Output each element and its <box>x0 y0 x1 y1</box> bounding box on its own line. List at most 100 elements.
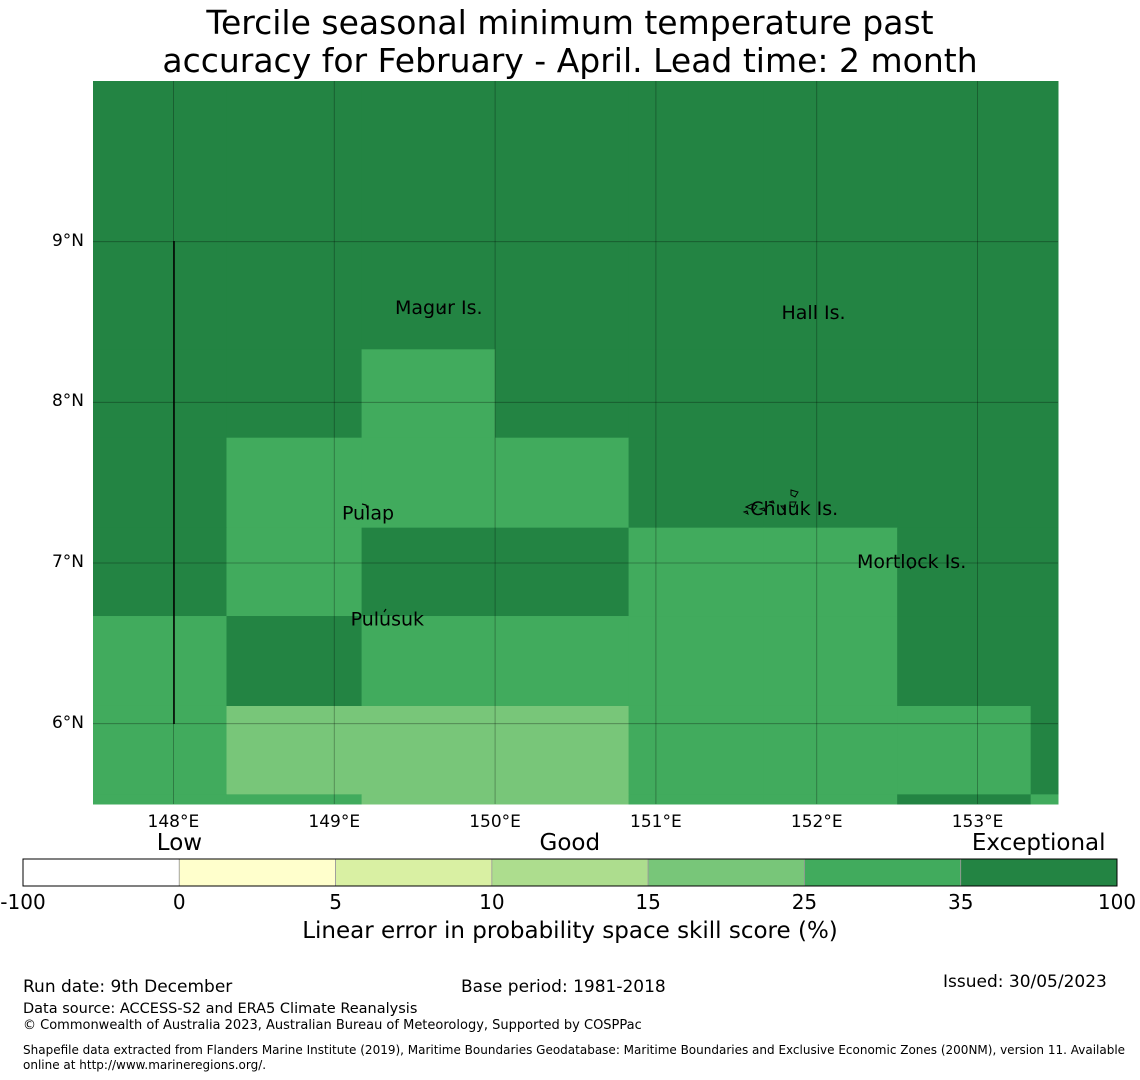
grid-cell-exceptional <box>763 437 898 529</box>
grid-cell-exceptional <box>226 349 363 439</box>
grid-cell-exceptional <box>93 437 227 529</box>
grid-cell-exceptional <box>628 81 765 350</box>
longitude-tick-label: 151°E <box>630 812 682 832</box>
chuuk-lagoon-outline <box>742 489 799 515</box>
grid-cell-exceptional <box>361 527 496 617</box>
grid-cell-exceptional <box>1030 437 1059 529</box>
colorbar-segment <box>491 858 649 887</box>
latitude-tick-label: 7°N <box>51 552 84 572</box>
grid-cell-exceptional <box>495 81 630 350</box>
grid-cell-exceptional <box>495 349 630 439</box>
category-label: Low <box>156 830 203 856</box>
grid-cell-very-good <box>93 705 227 795</box>
grid-cell-exceptional <box>628 437 765 529</box>
colorbar-segment <box>804 858 962 887</box>
place-label: Mortlock Is. <box>857 551 966 573</box>
colorbar-segment <box>335 858 493 887</box>
colorbar-segment <box>960 858 1118 887</box>
pulap-island-outline <box>361 503 368 509</box>
pulusuk-island-outline <box>383 608 387 613</box>
grid-cell-exceptional <box>897 794 1032 805</box>
grid-cell-exceptional <box>93 349 227 439</box>
colorbar-tick-label: 10 <box>479 890 505 914</box>
longitude-tick-label: 148°E <box>147 812 200 832</box>
grid-cell-exceptional <box>897 437 1032 529</box>
colorbar-segment <box>178 858 336 887</box>
grid-cell-very-good <box>897 705 1032 795</box>
place-label: Magur Is. <box>395 297 483 319</box>
colorbar <box>22 858 1118 887</box>
run-date: Run date: 9th December <box>23 977 233 997</box>
latitude-tick-label: 8°N <box>51 391 84 412</box>
grid-cell-exceptional <box>897 349 1032 439</box>
category-label: Exceptional <box>971 830 1106 856</box>
grid-cell-very-good <box>763 616 898 707</box>
grid-cell-exceptional <box>93 527 227 617</box>
title-line-1: Tercile seasonal minimum temperature pas… <box>206 3 934 42</box>
grid-cell-exceptional <box>1030 527 1059 617</box>
grid-cell-good <box>495 705 630 795</box>
skill-map: Magur Is. Hall Is. Pulap Chuuk Is. Mortlock … <box>93 81 1059 805</box>
base-period: Base period: 1981-2018 <box>461 977 666 997</box>
place-label: Chuuk Is. <box>750 498 838 520</box>
colorbar-tick-label: -100 <box>0 890 46 914</box>
grid-cell-very-good <box>93 616 227 707</box>
grid-cell-exceptional <box>226 81 363 350</box>
grid-cell-exceptional <box>763 81 898 350</box>
grid-cell-exceptional <box>897 616 1032 707</box>
colorbar-tick-label: 5 <box>329 890 342 914</box>
place-label: Pulusuk <box>351 609 424 631</box>
skill-grid <box>93 81 1059 805</box>
longitude-tick-label: 153°E <box>951 812 1004 832</box>
colorbar-tick-label: 100 <box>1097 890 1137 914</box>
grid-cell-very-good <box>628 616 765 707</box>
island-outlines <box>173 241 912 724</box>
grid-cell-very-good <box>763 705 898 795</box>
grid-cell-exceptional <box>93 81 227 350</box>
grid-cell-very-good <box>361 349 496 439</box>
grid-cell-exceptional <box>1030 81 1059 350</box>
grid-cell-exceptional <box>897 81 1032 350</box>
copyright: © Commonwealth of Australia 2023, Austra… <box>23 1018 642 1033</box>
grid-cell-very-good <box>495 616 630 707</box>
grid-cell-exceptional <box>763 349 898 439</box>
grid-cell-exceptional <box>495 527 630 617</box>
grid-cell-very-good <box>361 437 496 529</box>
longitude-tick-label: 152°E <box>790 812 843 832</box>
grid-cell-very-good <box>628 705 765 795</box>
grid-cell-very-good <box>361 616 496 707</box>
place-label: Hall Is. <box>781 302 845 324</box>
longitude-tick-label: 150°E <box>469 812 521 832</box>
mortlock-island-outline <box>907 565 912 570</box>
grid-cell-very-good <box>1030 794 1059 805</box>
grid-cell-good <box>495 794 630 805</box>
colorbar-tick-label: 25 <box>791 890 818 914</box>
grid-cell-very-good <box>628 527 765 617</box>
longitude-tick-label: 149°E <box>308 812 361 832</box>
colorbar-tick-label: 35 <box>947 890 974 914</box>
grid-cell-exceptional <box>361 81 496 350</box>
place-labels: Magur Is. Hall Is. Pulap Chuuk Is. Mortlock … <box>342 297 966 631</box>
colorbar-segment <box>647 858 805 887</box>
grid-cell-very-good <box>226 527 363 617</box>
category-label: Good <box>539 830 601 856</box>
title-line-2: accuracy for February - April. Lead time… <box>162 41 978 80</box>
grid-cell-good <box>361 794 496 805</box>
grid-cell-good <box>226 705 363 795</box>
grid-cell-exceptional <box>1030 705 1059 795</box>
colorbar-tick-label: 0 <box>172 890 186 914</box>
colorbar-frame <box>22 858 1118 887</box>
grid-cell-very-good <box>226 437 363 529</box>
issued-date: Issued: 30/05/2023 <box>943 972 1107 992</box>
grid-cell-very-good <box>93 794 227 805</box>
map-title: Tercile seasonal minimum temperature pas… <box>0 4 1140 80</box>
grid-cell-good <box>361 705 496 795</box>
shapefile-credit: Shapefile data extracted from Flanders M… <box>23 1043 1126 1072</box>
grid-cell-exceptional <box>1030 616 1059 707</box>
grid-cell-very-good <box>226 794 363 805</box>
grid-cell-very-good <box>763 527 898 617</box>
grid-cell-very-good <box>763 794 898 805</box>
colorbar-title: Linear error in probability space skill … <box>302 918 838 944</box>
colorbar-tick-label: 15 <box>635 890 661 914</box>
colorbar-segment <box>22 858 180 887</box>
